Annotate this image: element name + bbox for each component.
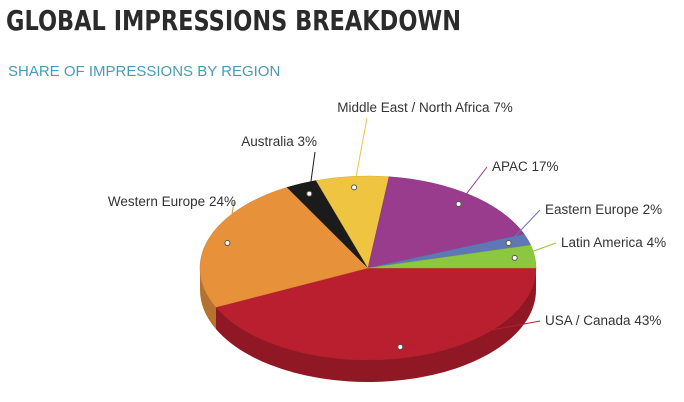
slice-label: APAC 17%	[492, 159, 559, 174]
leader-dot	[224, 239, 231, 246]
slice-label: Middle East / North Africa 7%	[337, 100, 513, 115]
label-name: Eastern Europe	[545, 202, 639, 217]
label-name: Middle East / North Africa	[337, 100, 490, 115]
slice-label: Australia 3%	[241, 134, 317, 149]
leader-line	[353, 117, 368, 188]
label-value: 4%	[647, 235, 667, 250]
slice-label: Western Europe 24%	[108, 194, 236, 209]
slice-side	[215, 268, 536, 383]
leader-line	[400, 320, 541, 348]
slice	[367, 176, 525, 269]
slice	[199, 187, 369, 308]
label-value: 24%	[209, 194, 236, 209]
slice-label: USA / Canada 43%	[545, 313, 661, 328]
chart-subtitle: SHARE OF IMPRESSIONS BY REGION	[8, 63, 280, 80]
chart-title: GLOBAL IMPRESSIONS BREAKDOWN	[6, 4, 461, 37]
label-name: Australia	[241, 134, 294, 149]
leader-dot	[511, 254, 518, 261]
leader-line	[226, 201, 235, 244]
label-value: 43%	[634, 313, 661, 328]
label-name: APAC	[492, 159, 528, 174]
leader-dot	[351, 184, 358, 191]
label-name: Latin America	[561, 235, 643, 250]
leader-dot	[455, 201, 462, 208]
leader-line	[514, 242, 557, 259]
label-name: Western Europe	[108, 194, 205, 209]
label-value: 17%	[532, 159, 559, 174]
label-value: 2%	[643, 202, 663, 217]
leader-line	[508, 209, 541, 244]
slice	[367, 244, 537, 269]
slice-side	[200, 268, 216, 330]
leader-dot	[306, 190, 313, 197]
leader-dot	[397, 344, 404, 351]
label-value: 7%	[493, 100, 513, 115]
leader-dot	[505, 239, 512, 246]
label-value: 3%	[297, 134, 317, 149]
label-name: USA / Canada	[545, 313, 631, 328]
leader-line	[308, 151, 316, 194]
slice-label: Latin America 4%	[561, 235, 666, 250]
leader-line	[458, 166, 488, 205]
slice-label: Eastern Europe 2%	[545, 202, 662, 217]
